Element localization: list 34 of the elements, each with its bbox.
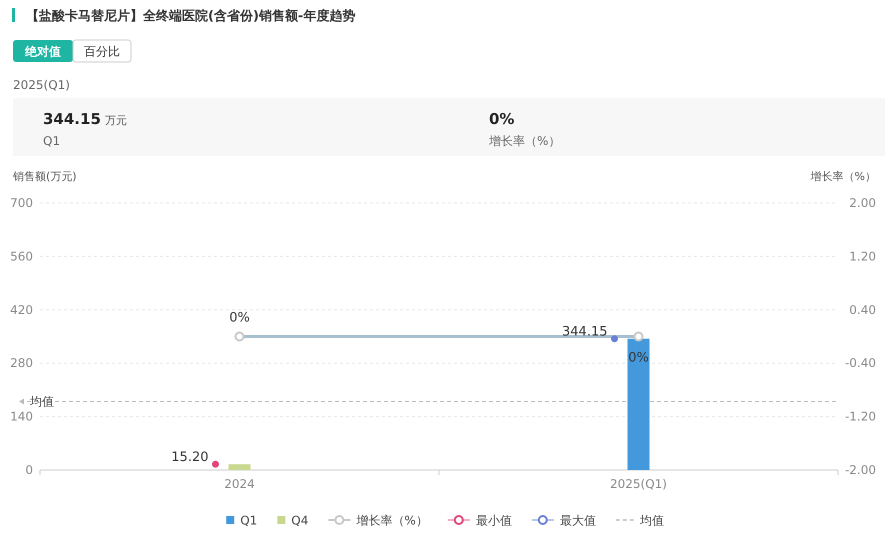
y2-tick-label: 2.00	[849, 196, 876, 210]
legend-label: 最小值	[476, 514, 512, 528]
y-tick-label: 560	[10, 249, 33, 264]
text: 百分比	[84, 44, 120, 58]
y-tick-label: 420	[10, 302, 33, 317]
legend-label: 增长率（%）	[355, 514, 428, 528]
y-tick-label: 0	[25, 463, 33, 477]
y2-axis-title: 增长率（%）	[810, 170, 876, 183]
y-tick-label: 700	[10, 196, 33, 210]
legend-label: Q1	[240, 514, 258, 528]
data-label: 15.20	[171, 450, 208, 466]
text: 绝对值	[24, 44, 61, 58]
y2-tick-label: 1.20	[849, 249, 876, 264]
y2-tick-label: 0.40	[849, 302, 876, 317]
legend-label: 最大值	[560, 514, 596, 528]
text: Q1	[43, 134, 60, 148]
x-tick-label: 2024	[224, 477, 255, 491]
data-label: 0%	[628, 350, 649, 366]
y2-tick-label: -1.20	[844, 410, 876, 424]
data-label: 344.15	[562, 324, 608, 340]
y2-tick-label: -0.40	[844, 356, 876, 370]
text: 均值	[640, 514, 664, 528]
text: 2025(Q1)	[13, 78, 70, 92]
legend-label: Q4	[291, 514, 308, 528]
y2-tick-label: -2.00	[844, 463, 876, 477]
text: 344.15 万元	[43, 110, 127, 128]
y-axis-title: 销售额(万元)	[12, 170, 77, 183]
y-tick-label: 140	[10, 410, 33, 424]
ref-line-label: 均值	[29, 394, 54, 408]
chart-title: 【盐酸卡马替尼片】全终端医院(含省份)销售额-年度趋势	[26, 8, 356, 24]
y-tick-label: 280	[10, 356, 33, 370]
data-label: 0%	[229, 310, 250, 326]
text: 0%	[489, 110, 514, 128]
text: 增长率（%）	[488, 134, 560, 148]
